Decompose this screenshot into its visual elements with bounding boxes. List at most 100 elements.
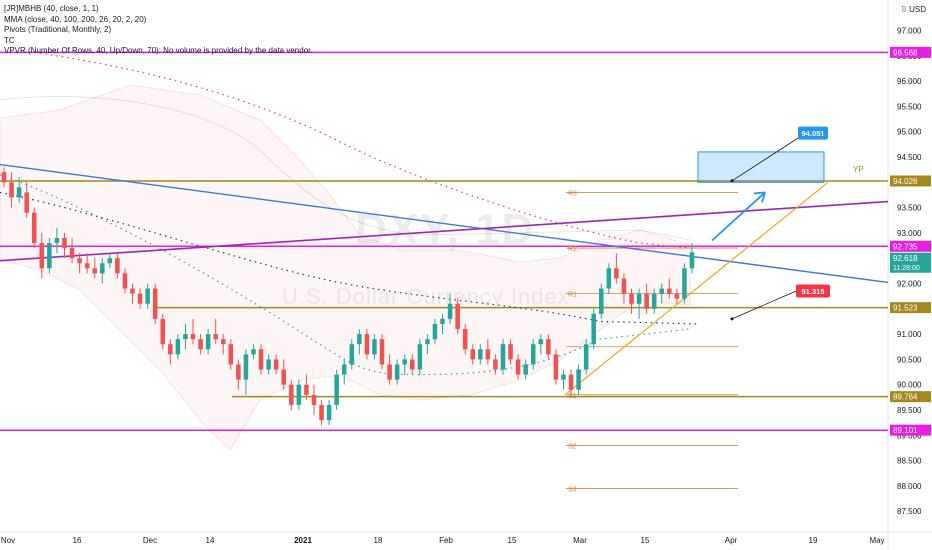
candle-body xyxy=(31,212,37,244)
moving-average-red xyxy=(39,52,691,249)
candle-body xyxy=(462,329,468,350)
candle-body xyxy=(583,344,589,370)
pivot-label: R3 xyxy=(568,190,577,197)
price-axis-label xyxy=(890,302,931,314)
candle-body xyxy=(258,349,264,370)
pivot-label: S2 xyxy=(568,443,577,450)
candle-body xyxy=(614,268,619,279)
candle-body xyxy=(561,374,566,380)
currency-label: USD xyxy=(909,5,926,14)
legend-item[interactable]: MMA (close, 40, 100, 200, 26, 20, 2, 20) xyxy=(4,14,147,24)
candle-body xyxy=(175,339,181,355)
price-axis-label-sub: 11:28:00 xyxy=(893,265,920,272)
moving-average-navy xyxy=(0,191,701,325)
forecast-arrow xyxy=(711,191,766,242)
candle-body xyxy=(591,313,596,345)
candle-body xyxy=(152,288,158,319)
candle-body xyxy=(236,364,241,380)
time-tick: 2021 xyxy=(294,536,312,545)
price-axis-label xyxy=(890,252,931,273)
time-tick: 18 xyxy=(374,536,383,545)
candle-body xyxy=(500,344,506,370)
price-axis-label xyxy=(890,175,931,187)
candle-body xyxy=(357,334,362,345)
candle-body xyxy=(455,303,460,330)
price-axis-label-text: 92.735 xyxy=(893,242,918,251)
candle-body xyxy=(440,318,445,324)
candle-body xyxy=(364,334,370,355)
callout-dot xyxy=(730,317,734,321)
price-axis-label-text: 89.764 xyxy=(893,393,918,402)
price-tick: 89.500 xyxy=(897,406,922,415)
callout-badge xyxy=(798,126,828,140)
candle-body xyxy=(538,339,544,345)
target-zone xyxy=(697,151,825,183)
watermark-symbol: DXY, 1D xyxy=(355,205,536,254)
candle-body xyxy=(220,339,226,345)
price-tick: 93.500 xyxy=(897,204,922,213)
price-tick: 88.000 xyxy=(897,482,922,491)
price-tick: 87.500 xyxy=(897,507,922,516)
candle-body xyxy=(659,288,665,294)
time-tick: Apr xyxy=(725,536,738,545)
pivot-label: S1 xyxy=(568,393,577,400)
legend-item[interactable]: TC xyxy=(4,35,15,45)
price-tick: 90.000 xyxy=(897,381,922,390)
time-tick: Dec xyxy=(143,536,157,545)
price-axis-label-text: 92.618 xyxy=(893,254,918,263)
price-tick: 96.000 xyxy=(897,77,922,86)
candle-body xyxy=(493,359,498,370)
price-tick: 92.000 xyxy=(897,280,922,289)
price-axis-label-text: 94.026 xyxy=(893,177,918,186)
candle-body xyxy=(599,288,604,314)
candle-body xyxy=(689,252,695,269)
candle-body xyxy=(341,364,347,375)
candle-body xyxy=(213,334,218,340)
candle-body xyxy=(183,334,188,340)
candle-body xyxy=(62,237,67,249)
price-tick: 88.500 xyxy=(897,457,922,466)
trendline-orange xyxy=(564,181,829,396)
candle-body xyxy=(311,394,317,405)
price-axis-label-text: 91.523 xyxy=(893,304,918,313)
candle-body xyxy=(636,293,642,304)
callout-text: 94.051 xyxy=(802,129,825,138)
time-tick: 14 xyxy=(206,536,215,545)
callout-badge xyxy=(796,284,830,298)
time-tick: May xyxy=(869,536,884,545)
pivot-label: R1 xyxy=(568,292,577,299)
pivot-label: S3 xyxy=(568,486,577,493)
candle-body xyxy=(296,384,302,405)
legend-item[interactable]: VPVR (Number Of Rows, 40, Up/Down, 70): … xyxy=(4,46,313,55)
currency-selector[interactable]: 9 USD xyxy=(902,5,926,14)
candle-body xyxy=(515,359,521,375)
legend-item[interactable]: [JR]MBHB (40, close, 1, 1) xyxy=(4,4,99,13)
legend-item[interactable]: Pivots (Traditional, Monthly, 2) xyxy=(4,25,112,34)
candle-body xyxy=(100,263,105,274)
candle-body xyxy=(568,374,574,390)
candle-body xyxy=(130,288,135,294)
candle-body xyxy=(629,293,634,304)
time-tick: 16 xyxy=(73,536,82,545)
price-axis-label-text: 96.568 xyxy=(893,48,918,57)
callout-dot xyxy=(730,179,734,183)
candle-body xyxy=(1,172,7,183)
candle-body xyxy=(145,288,150,304)
price-tick: 95.000 xyxy=(897,128,922,137)
moving-average-green xyxy=(0,174,691,376)
candle-body xyxy=(289,384,294,405)
time-tick: Nov xyxy=(1,536,15,545)
price-tick: 95.500 xyxy=(897,102,922,111)
candle-body xyxy=(168,344,173,355)
candle-body xyxy=(198,339,203,350)
candle-body xyxy=(576,369,581,390)
time-tick: 19 xyxy=(809,536,818,545)
candle-body xyxy=(122,273,128,289)
price-tick: 93.000 xyxy=(897,229,922,238)
candle-body xyxy=(326,404,332,421)
envelope-band xyxy=(0,84,691,451)
envelope-line xyxy=(0,96,691,241)
candle-body xyxy=(243,354,249,380)
